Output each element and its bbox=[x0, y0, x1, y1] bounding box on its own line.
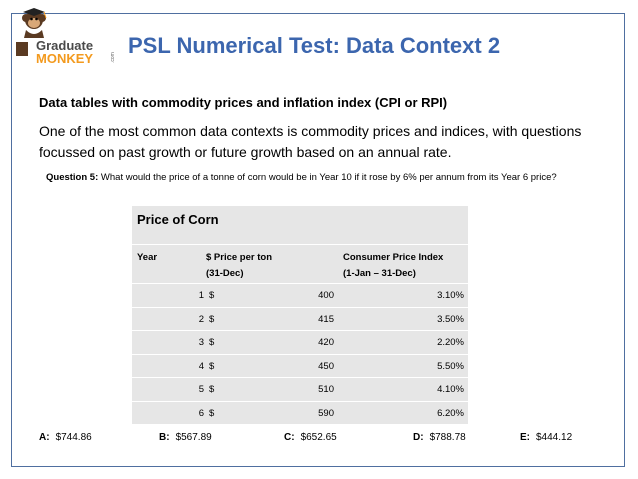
section-subtitle: Data tables with commodity prices and in… bbox=[39, 95, 448, 110]
answer-value: $567.89 bbox=[175, 432, 212, 443]
answer-option-c[interactable]: C: $652.65 bbox=[284, 432, 337, 443]
cell-price: 510 bbox=[318, 384, 334, 395]
cell-currency: $ bbox=[209, 360, 215, 372]
header-price: $ Price per ton (31-Dec) bbox=[206, 250, 272, 282]
answer-options: A: $744.86 B: $567.89 C: $652.65 D: $788.78 … bbox=[39, 432, 619, 446]
table-row: 4 $ 450 5.50% bbox=[132, 353, 468, 377]
cell-year: 4 bbox=[198, 360, 204, 372]
logo-line1: Graduate bbox=[36, 38, 93, 53]
table-row: 6 $ 590 6.20% bbox=[132, 400, 468, 424]
question-label: Question 5: bbox=[46, 172, 99, 183]
answer-label: C: bbox=[284, 432, 295, 443]
cell-price: 400 bbox=[318, 290, 334, 301]
cell-year: 1 bbox=[198, 290, 204, 301]
table-row: 1 $ 400 3.10% bbox=[132, 283, 468, 307]
logo-line2: MONKEY bbox=[36, 51, 93, 66]
header-cpi-line1: Consumer Price Index bbox=[343, 252, 444, 263]
table-header: Year $ Price per ton (31-Dec) Consumer P… bbox=[132, 244, 468, 283]
table-title: Price of Corn bbox=[132, 206, 468, 244]
answer-option-b[interactable]: B: $567.89 bbox=[159, 432, 212, 443]
cell-price: 415 bbox=[318, 313, 334, 325]
answer-label: A: bbox=[39, 432, 50, 443]
cell-price: 590 bbox=[318, 407, 334, 419]
header-cpi: Consumer Price Index (1-Jan – 31-Dec) bbox=[343, 250, 443, 282]
cell-currency: $ bbox=[209, 407, 215, 419]
cell-currency: $ bbox=[209, 313, 215, 325]
graduate-monkey-logo: Graduate MONKEY .com bbox=[16, 8, 116, 66]
cell-cpi: 2.20% bbox=[437, 337, 464, 348]
header-price-line2: (31-Dec) bbox=[206, 268, 244, 279]
cell-price: 450 bbox=[318, 360, 334, 372]
answer-value: $444.12 bbox=[536, 432, 573, 443]
header-cpi-line2: (1-Jan – 31-Dec) bbox=[343, 268, 416, 279]
cell-cpi: 3.50% bbox=[437, 313, 464, 325]
answer-option-d[interactable]: D: $788.78 bbox=[413, 432, 466, 443]
cell-currency: $ bbox=[209, 337, 215, 348]
answer-label: E: bbox=[520, 432, 530, 443]
cell-cpi: 5.50% bbox=[437, 360, 464, 372]
cell-cpi: 6.20% bbox=[437, 407, 464, 419]
table-row: 3 $ 420 2.20% bbox=[132, 330, 468, 354]
answer-value: $744.86 bbox=[55, 432, 92, 443]
answer-option-e[interactable]: E: $444.12 bbox=[520, 432, 572, 443]
cell-year: 5 bbox=[198, 384, 204, 395]
cell-year: 2 bbox=[198, 313, 204, 325]
table-row: 2 $ 415 3.50% bbox=[132, 306, 468, 330]
cell-year: 3 bbox=[198, 337, 204, 348]
cell-year: 6 bbox=[198, 407, 204, 419]
header-year: Year bbox=[137, 252, 158, 263]
cell-cpi: 3.10% bbox=[437, 290, 464, 301]
cell-price: 420 bbox=[318, 337, 334, 348]
table-row: 5 $ 510 4.10% bbox=[132, 377, 468, 401]
answer-label: D: bbox=[413, 432, 424, 443]
answer-value: $788.78 bbox=[429, 432, 466, 443]
question-text: What would the price of a tonne of corn … bbox=[100, 172, 557, 183]
logo-suffix: .com bbox=[110, 52, 116, 63]
answer-value: $652.65 bbox=[300, 432, 337, 443]
cell-currency: $ bbox=[209, 290, 215, 301]
question: Question 5: What would the price of a to… bbox=[46, 170, 621, 186]
price-table: Price of Corn Year $ Price per ton (31-D… bbox=[132, 206, 468, 424]
cell-currency: $ bbox=[209, 384, 215, 395]
answer-label: B: bbox=[159, 432, 170, 443]
page-title: PSL Numerical Test: Data Context 2 bbox=[128, 33, 501, 58]
cell-cpi: 4.10% bbox=[437, 384, 464, 395]
slide-frame bbox=[11, 13, 625, 467]
answer-option-a[interactable]: A: $744.86 bbox=[39, 432, 92, 443]
header-price-line1: $ Price per ton bbox=[206, 252, 272, 263]
intro-text: One of the most common data contexts is … bbox=[39, 123, 582, 160]
